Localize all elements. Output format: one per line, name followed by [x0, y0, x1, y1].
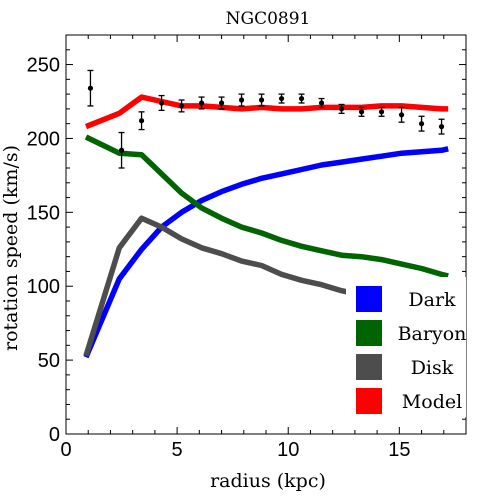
data-point	[87, 85, 94, 91]
y-tick-label: 0	[49, 424, 60, 446]
y-tick-label: 250	[27, 55, 60, 77]
data-point	[278, 95, 285, 102]
data-point	[158, 100, 165, 106]
legend-swatch-disk	[356, 354, 382, 380]
data-point	[358, 109, 365, 115]
y-tick-label: 200	[27, 128, 60, 150]
x-tick-label: 10	[277, 439, 299, 461]
data-point	[318, 100, 325, 106]
data-point	[378, 109, 385, 115]
data-point	[298, 95, 305, 102]
data-point	[178, 103, 185, 109]
legend-swatch-baryon	[356, 320, 382, 346]
y-tick-label: 50	[38, 350, 60, 372]
data-point	[198, 100, 205, 106]
legend-label-dark: Dark	[408, 289, 456, 311]
data-point	[438, 124, 445, 130]
data-point	[338, 106, 345, 112]
chart-title: NGC0891	[226, 9, 311, 29]
x-axis-label: radius (kpc)	[210, 470, 326, 492]
series-line-baryon	[84, 134, 449, 279]
data-point	[258, 97, 265, 103]
legend-swatch-dark	[356, 286, 382, 312]
y-axis-label: rotation speed (km/s)	[0, 145, 22, 351]
x-tick-label: 0	[60, 439, 71, 461]
legend-swatch-model	[356, 388, 382, 414]
y-tick-label: 100	[27, 276, 60, 298]
data-point	[138, 118, 145, 124]
legend-label-disk: Disk	[411, 357, 454, 379]
legend-label-baryon: Baryon	[398, 323, 467, 345]
data-point	[418, 121, 425, 127]
data-point	[398, 112, 405, 118]
legend: Dark Baryon Disk Model	[346, 277, 466, 417]
data-point	[218, 100, 225, 106]
data-point	[118, 147, 125, 153]
legend-label-model: Model	[402, 391, 462, 413]
x-tick-label: 5	[172, 439, 183, 461]
y-tick-label: 150	[27, 202, 60, 224]
data-point	[238, 97, 245, 103]
x-tick-label: 15	[388, 439, 410, 461]
